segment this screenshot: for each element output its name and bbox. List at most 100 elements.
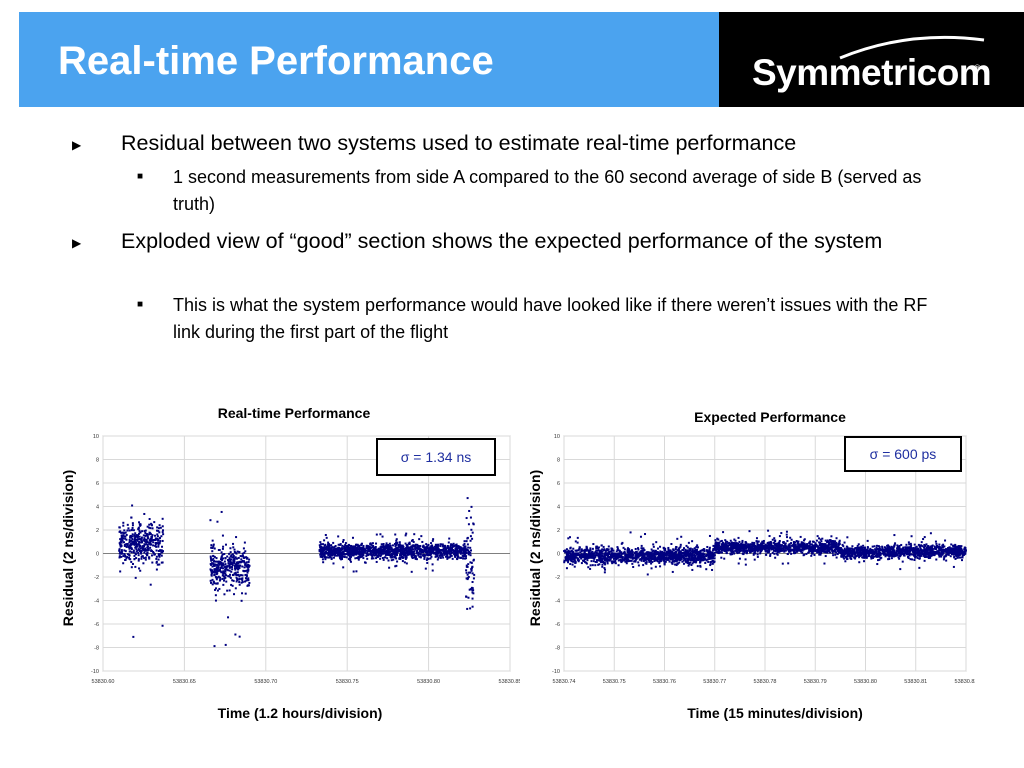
- data-point: [230, 583, 233, 586]
- data-point: [792, 544, 795, 547]
- data-point: [884, 553, 887, 556]
- data-point: [583, 550, 586, 553]
- data-point: [780, 544, 783, 547]
- data-point: [237, 556, 240, 559]
- data-point: [711, 557, 714, 560]
- data-point: [158, 563, 161, 566]
- data-point: [753, 543, 756, 546]
- bullet-text-2: Exploded view of “good” section shows th…: [121, 229, 883, 253]
- data-point: [413, 533, 416, 536]
- title-bar: [19, 12, 719, 107]
- data-point: [700, 552, 703, 555]
- data-point: [158, 541, 161, 544]
- data-point: [653, 554, 656, 557]
- data-point: [701, 549, 704, 552]
- data-point: [449, 548, 452, 551]
- data-point: [214, 587, 217, 590]
- y-tick-label: -10: [552, 669, 560, 675]
- data-point: [342, 540, 345, 543]
- data-point: [219, 562, 222, 565]
- data-point: [375, 542, 378, 545]
- data-point: [381, 548, 384, 551]
- data-point: [439, 545, 442, 548]
- data-point: [771, 547, 774, 550]
- data-point: [346, 551, 349, 554]
- data-point: [243, 570, 246, 573]
- data-point: [656, 556, 659, 559]
- data-point: [766, 541, 769, 544]
- data-point: [238, 578, 241, 581]
- data-point: [583, 552, 586, 555]
- data-point: [403, 549, 406, 552]
- data-point: [216, 568, 219, 571]
- data-point: [156, 526, 159, 529]
- bullet-marker-2: ▶: [72, 236, 82, 250]
- data-point: [118, 549, 121, 552]
- data-point: [434, 548, 437, 551]
- data-point: [627, 549, 630, 552]
- data-point: [580, 556, 583, 559]
- data-point: [636, 553, 639, 556]
- data-point: [686, 553, 689, 556]
- data-point: [443, 546, 446, 549]
- y-tick-label: 8: [557, 458, 560, 464]
- y-tick-label: -10: [91, 669, 99, 675]
- data-point: [699, 560, 702, 563]
- data-point: [693, 554, 696, 557]
- data-point: [123, 544, 126, 547]
- data-point: [829, 540, 832, 543]
- data-point: [803, 548, 806, 551]
- data-point: [241, 565, 244, 568]
- data-point: [240, 599, 243, 602]
- data-point: [646, 551, 649, 554]
- data-point: [410, 546, 413, 549]
- data-point: [589, 552, 592, 555]
- data-point: [161, 517, 164, 520]
- data-point: [429, 554, 432, 557]
- data-point: [357, 557, 360, 560]
- data-point: [135, 548, 138, 551]
- data-point: [628, 548, 631, 551]
- data-point: [369, 550, 372, 553]
- data-point: [800, 545, 803, 548]
- data-point: [382, 544, 385, 547]
- data-point: [809, 543, 812, 546]
- data-point: [244, 580, 247, 583]
- data-point: [385, 544, 388, 547]
- data-point: [592, 543, 595, 546]
- data-point: [669, 549, 672, 552]
- data-point: [719, 551, 722, 554]
- data-point: [454, 547, 457, 550]
- data-point: [738, 557, 741, 560]
- x-tick-label: 53830.77: [703, 679, 726, 685]
- data-point: [430, 547, 433, 550]
- data-point: [358, 546, 361, 549]
- data-point: [227, 569, 230, 572]
- data-point: [231, 564, 234, 567]
- data-point: [729, 553, 732, 556]
- data-point: [809, 549, 812, 552]
- data-point: [651, 557, 654, 560]
- data-point: [720, 556, 723, 559]
- data-point: [440, 551, 443, 554]
- data-point: [399, 551, 402, 554]
- data-point: [363, 548, 366, 551]
- data-point: [132, 541, 135, 544]
- data-point: [691, 551, 694, 554]
- data-point: [323, 544, 326, 547]
- data-point: [353, 547, 356, 550]
- data-point: [813, 545, 816, 548]
- data-point: [830, 542, 833, 545]
- data-point: [574, 540, 577, 543]
- data-point: [449, 553, 452, 556]
- data-point: [417, 554, 420, 557]
- data-point: [140, 557, 143, 560]
- data-point: [344, 542, 347, 545]
- data-point: [768, 547, 771, 550]
- data-point: [588, 551, 591, 554]
- data-point: [234, 556, 237, 559]
- data-point: [443, 549, 446, 552]
- data-point: [572, 547, 575, 550]
- data-point: [333, 548, 336, 551]
- data-point: [644, 559, 647, 562]
